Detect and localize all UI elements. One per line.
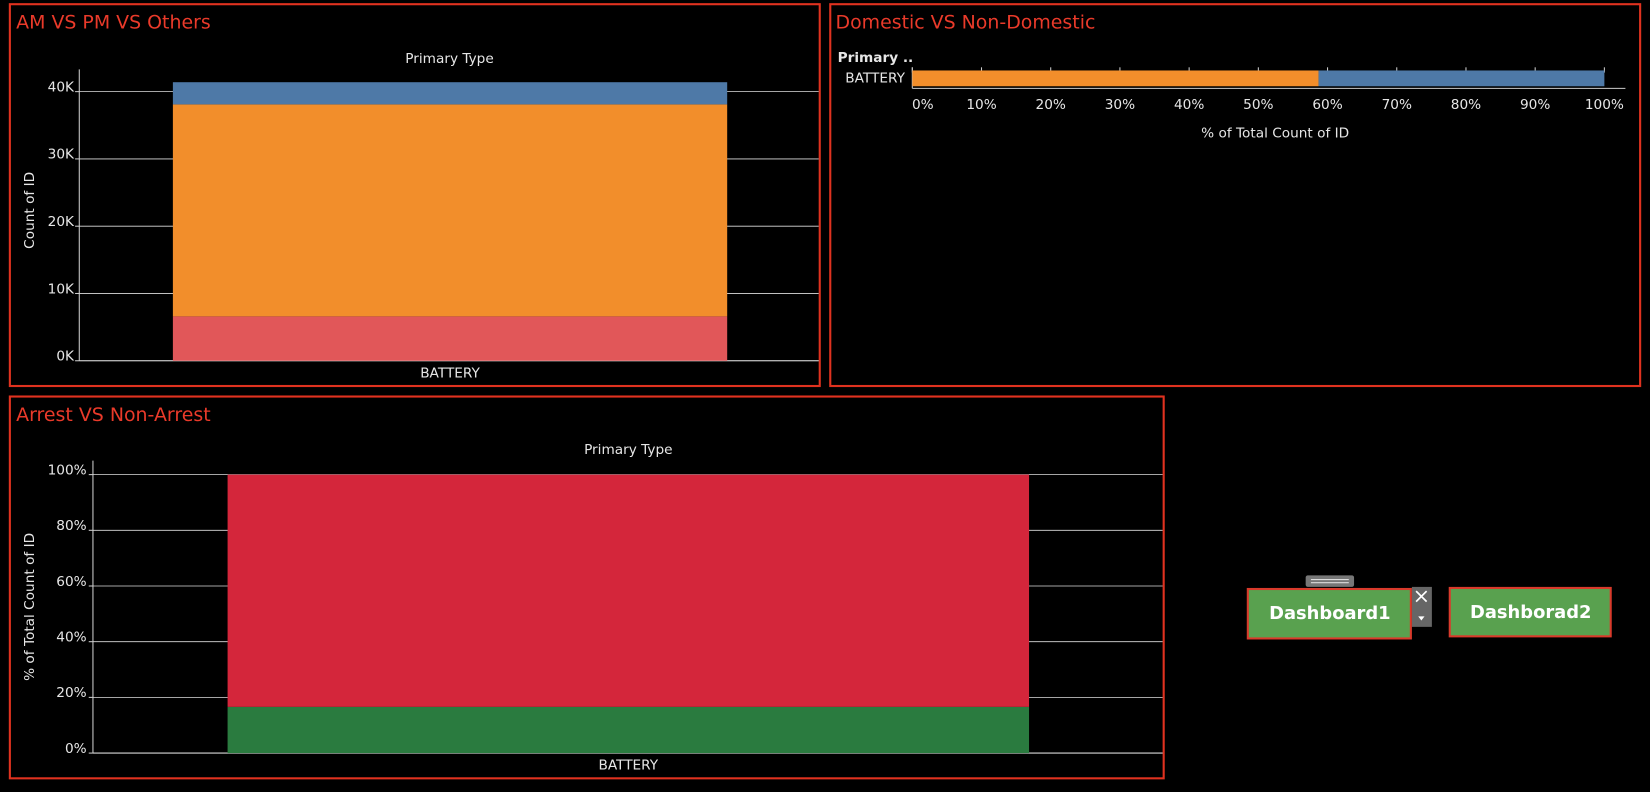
x-tick-label: 10% [966,97,996,113]
y-tick-label: 0% [65,741,87,757]
x-tick-label: 50% [1243,97,1273,113]
x-tick-label: 80% [1451,97,1481,113]
y-tick-label: BATTERY [845,70,905,86]
bar-segment [227,474,1030,707]
row-header: Primary .. [838,50,914,66]
button-label[interactable]: Dashboard1 [1269,603,1390,624]
x-tick-label: 60% [1312,97,1342,113]
y-axis-label: Count of ID [22,172,38,249]
chart-title: Domestic VS Non-Domestic [836,12,1096,34]
chart-header: Primary Type [584,442,672,458]
bar-segment [227,706,1030,754]
chart-title: AM VS PM VS Others [16,12,211,34]
y-tick-label: 80% [56,518,86,534]
button[interactable]: Dashborad2 [1448,586,1612,638]
y-tick-label: 20K [48,214,75,230]
x-tick-label: BATTERY [598,758,658,774]
x-tick-label: 40% [1174,97,1204,113]
x-tick-label: 20% [1036,97,1066,113]
y-axis-label: % of Total Count of ID [22,533,38,681]
chart-title: Arrest VS Non-Arrest [16,404,210,426]
chart-header: Primary Type [405,51,493,67]
bar-segment [172,82,728,105]
y-tick-label: 40% [56,629,86,645]
bar-segment [172,316,728,361]
y-tick-label: 40K [48,79,75,95]
y-tick-label: 20% [56,685,86,701]
y-tick-label: 0K [56,349,75,365]
button-selection-chrome [1305,575,1432,627]
y-tick-label: 100% [48,462,87,478]
bar-segment [1318,70,1605,87]
x-tick-label: 100% [1585,97,1624,113]
y-tick-label: 60% [56,574,86,590]
y-tick-label: 10K [48,281,75,297]
x-axis-label: % of Total Count of ID [1201,126,1349,142]
x-tick-label: 70% [1382,97,1412,113]
x-tick-label: 0% [912,97,934,113]
x-tick-label: BATTERY [420,365,480,381]
bar-segment [912,70,1319,87]
y-tick-label: 30K [48,147,75,163]
panel [829,3,1642,388]
x-tick-label: 30% [1105,97,1135,113]
button-label[interactable]: Dashborad2 [1470,602,1591,623]
x-tick-label: 90% [1520,97,1550,113]
button[interactable]: Dashboard1 [1246,587,1412,640]
bar-segment [172,104,728,317]
panel [8,395,1165,780]
panel [8,3,821,388]
